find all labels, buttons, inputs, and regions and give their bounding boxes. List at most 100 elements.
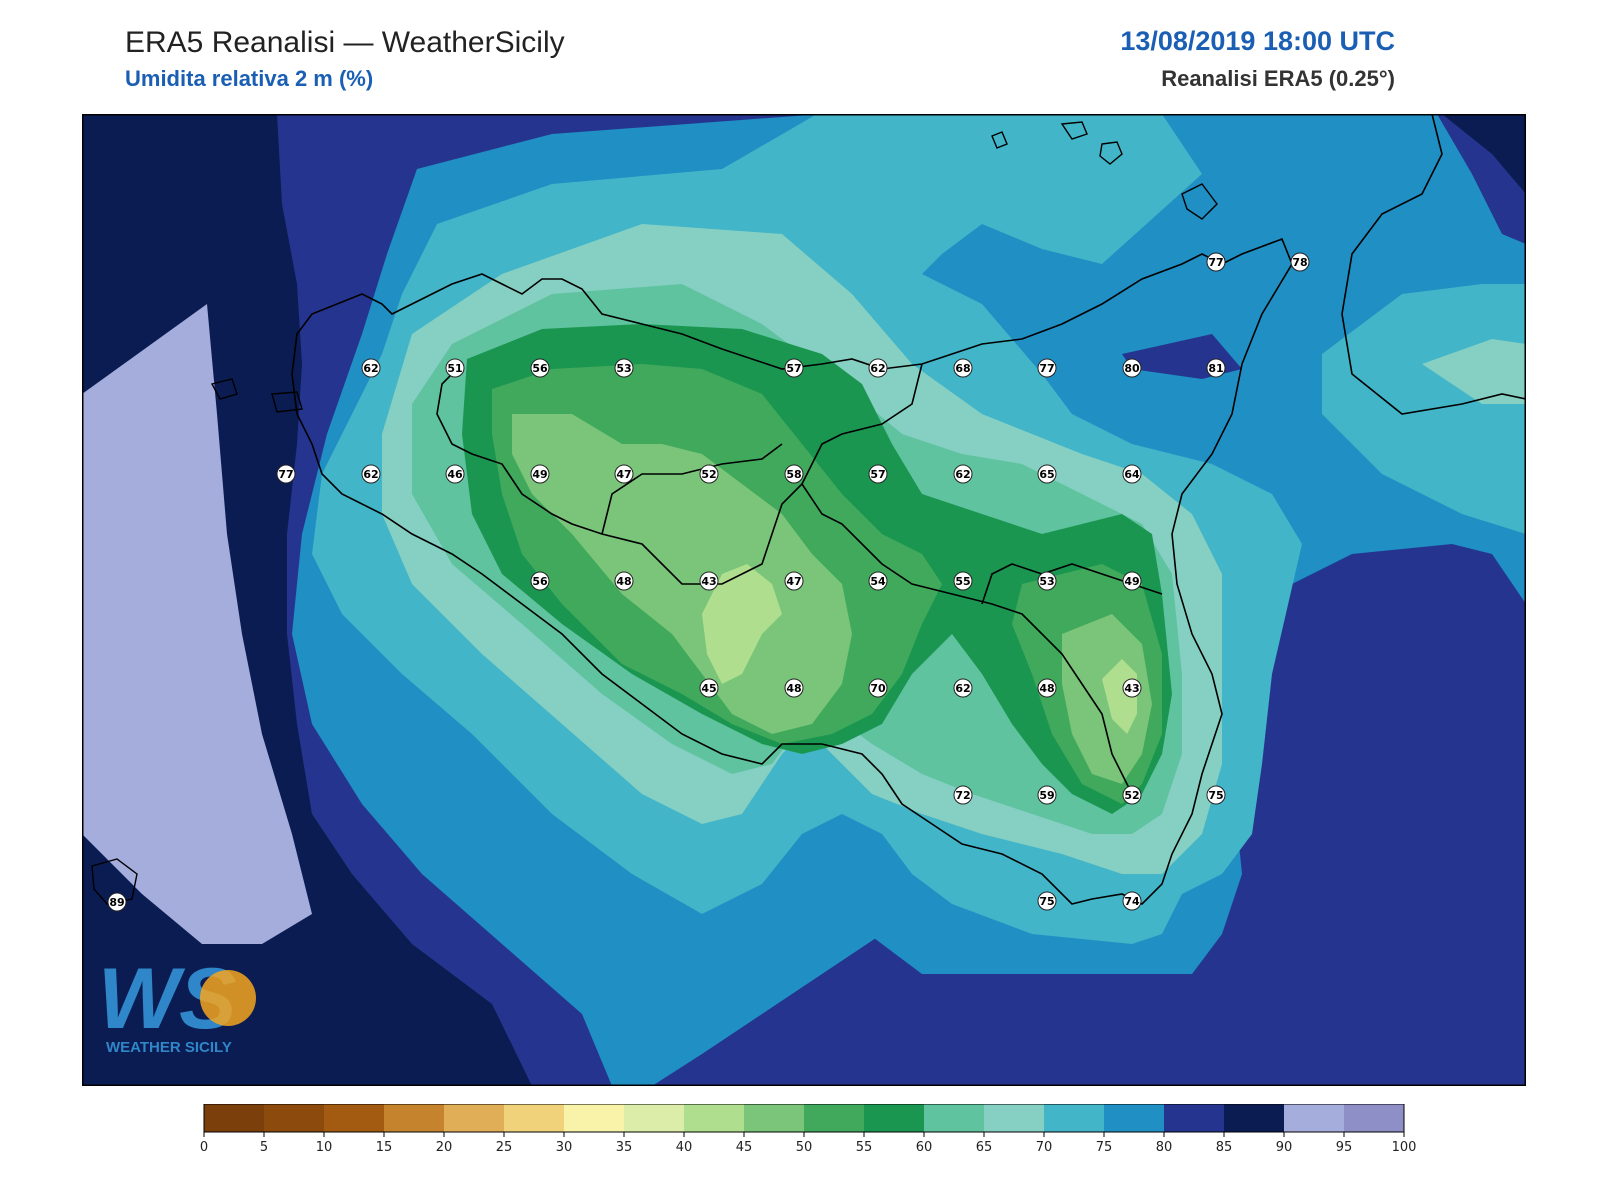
station-circle [868, 678, 888, 698]
colorbar-swatch [924, 1104, 985, 1132]
station-marker: 70 [868, 678, 888, 698]
station-value: 75 [1039, 895, 1054, 908]
station-circle [868, 358, 888, 378]
colorbar-swatch [564, 1104, 625, 1132]
station-circle [1122, 464, 1142, 484]
station-marker: 52 [699, 464, 719, 484]
station-circle [1037, 358, 1057, 378]
station-circle [784, 678, 804, 698]
colorbar-tick-label: 65 [976, 1140, 993, 1155]
station-value: 57 [870, 468, 885, 481]
colorbar-swatch [204, 1104, 265, 1132]
station-circle [530, 464, 550, 484]
station-value: 48 [1039, 682, 1054, 695]
station-value: 77 [1208, 256, 1223, 269]
station-marker: 53 [1037, 571, 1057, 591]
station-value: 49 [532, 468, 547, 481]
colorbar-tick-label: 20 [436, 1140, 453, 1155]
station-circle [1122, 891, 1142, 911]
valid-datetime: 13/08/2019 18:00 UTC [1120, 26, 1395, 56]
station-circle [699, 678, 719, 698]
colorbar-swatch [864, 1104, 925, 1132]
station-marker: 45 [699, 678, 719, 698]
station-marker: 57 [784, 358, 804, 378]
station-circle [868, 464, 888, 484]
station-marker: 48 [614, 571, 634, 591]
colorbar-tick-label: 40 [676, 1140, 693, 1155]
rh-band-45-50 [512, 414, 852, 734]
colorbar-tick-label: 75 [1096, 1140, 1113, 1155]
station-circle [1122, 678, 1142, 698]
station-marker: 59 [1037, 785, 1057, 805]
station-marker: 58 [784, 464, 804, 484]
station-marker: 74 [1122, 891, 1142, 911]
station-value: 72 [955, 789, 970, 802]
station-value: 45 [701, 682, 716, 695]
station-circle [953, 358, 973, 378]
station-circle [1037, 678, 1057, 698]
station-value: 68 [955, 362, 970, 375]
logo-sun-icon [200, 970, 256, 1026]
calabria-coastline [1341, 114, 1526, 415]
egadi-islands [210, 378, 303, 413]
station-value: 77 [1039, 362, 1054, 375]
weathersicily-logo: WS WEATHER SICILY [98, 951, 256, 1056]
station-value: 53 [616, 362, 631, 375]
station-circle [445, 358, 465, 378]
sicily-coastline [291, 237, 1293, 905]
station-value: 53 [1039, 575, 1054, 588]
station-value: 46 [447, 468, 463, 481]
station-circle [953, 785, 973, 805]
station-circle [1122, 571, 1142, 591]
station-value: 56 [532, 575, 548, 588]
data-source: Reanalisi ERA5 (0.25°) [1161, 66, 1395, 91]
station-marker: 52 [1122, 785, 1142, 805]
station-value: 80 [1124, 362, 1140, 375]
colorbar-tick-label: 50 [796, 1140, 813, 1155]
station-marker: 51 [445, 358, 465, 378]
station-circle [276, 464, 296, 484]
station-marker: 62 [868, 358, 888, 378]
station-value: 65 [1039, 468, 1054, 481]
station-value: 48 [616, 575, 631, 588]
map-subtitle: Umidita relativa 2 m (%) [125, 66, 374, 91]
station-value: 51 [447, 362, 462, 375]
aeolian-islands [991, 121, 1218, 220]
colorbar-tick-label: 30 [556, 1140, 573, 1155]
colorbar-tick-label: 70 [1036, 1140, 1053, 1155]
station-value: 81 [1208, 362, 1223, 375]
station-value: 74 [1124, 895, 1140, 908]
colorbar-swatch [384, 1104, 445, 1132]
colorbar-tick-label: 45 [736, 1140, 753, 1155]
station-marker: 48 [784, 678, 804, 698]
colorbar-swatch [984, 1104, 1045, 1132]
station-circle [1037, 571, 1057, 591]
station-circle [784, 571, 804, 591]
station-marker: 46 [445, 464, 465, 484]
station-marker: 80 [1122, 358, 1142, 378]
station-circle [1290, 252, 1310, 272]
colorbar-tick-label: 90 [1276, 1140, 1293, 1155]
station-marker: 78 [1290, 252, 1310, 272]
colorbar-tick-label: 5 [260, 1140, 268, 1155]
station-marker: 43 [699, 571, 719, 591]
station-circle [1206, 785, 1226, 805]
rh-band-40-45-se [1102, 659, 1137, 734]
station-value: 62 [955, 468, 970, 481]
colorbar-swatch [324, 1104, 385, 1132]
map-title: ERA5 Reanalisi — WeatherSicily [125, 26, 565, 59]
station-value: 62 [870, 362, 885, 375]
colorbar-tick-label: 95 [1336, 1140, 1353, 1155]
colorbar-swatch [1044, 1104, 1105, 1132]
rh-band-90-95-west [82, 304, 312, 944]
station-circle [530, 571, 550, 591]
station-circle [1206, 358, 1226, 378]
station-circle [614, 358, 634, 378]
station-marker: 62 [361, 464, 381, 484]
colorbar-swatch [264, 1104, 325, 1132]
station-value: 78 [1292, 256, 1307, 269]
station-value: 59 [1039, 789, 1054, 802]
station-circle [1122, 785, 1142, 805]
station-marker: 75 [1037, 891, 1057, 911]
colorbar-swatch [1344, 1104, 1405, 1132]
